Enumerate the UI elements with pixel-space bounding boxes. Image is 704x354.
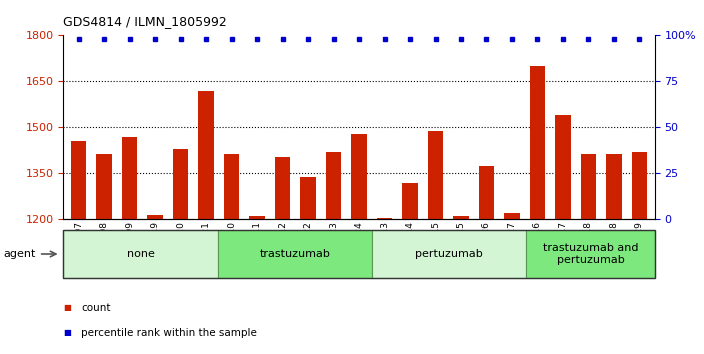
Bar: [351, 133, 367, 354]
Bar: [173, 149, 188, 354]
Bar: [403, 183, 417, 354]
Text: count: count: [81, 303, 111, 313]
Text: trastuzumab: trastuzumab: [259, 249, 330, 259]
Text: GDS4814 / ILMN_1805992: GDS4814 / ILMN_1805992: [63, 15, 227, 28]
Bar: [96, 154, 112, 354]
Bar: [631, 152, 647, 354]
Bar: [224, 154, 239, 354]
Bar: [530, 66, 545, 354]
Bar: [326, 152, 341, 354]
Bar: [453, 216, 469, 354]
Bar: [377, 218, 392, 354]
Text: ■: ■: [63, 328, 71, 337]
Bar: [147, 215, 163, 354]
Bar: [428, 131, 443, 354]
Bar: [71, 141, 87, 354]
Bar: [275, 156, 290, 354]
Bar: [606, 154, 622, 354]
Bar: [479, 166, 494, 354]
Bar: [199, 91, 214, 354]
Bar: [122, 137, 137, 354]
Bar: [581, 154, 596, 354]
Bar: [555, 115, 571, 354]
Bar: [504, 213, 520, 354]
Text: trastuzumab and
pertuzumab: trastuzumab and pertuzumab: [543, 243, 639, 265]
Text: percentile rank within the sample: percentile rank within the sample: [81, 328, 257, 338]
Bar: [249, 216, 265, 354]
Text: agent: agent: [4, 249, 36, 259]
Bar: [301, 177, 315, 354]
Text: none: none: [127, 249, 154, 259]
Text: pertuzumab: pertuzumab: [415, 249, 483, 259]
Text: ■: ■: [63, 303, 71, 313]
